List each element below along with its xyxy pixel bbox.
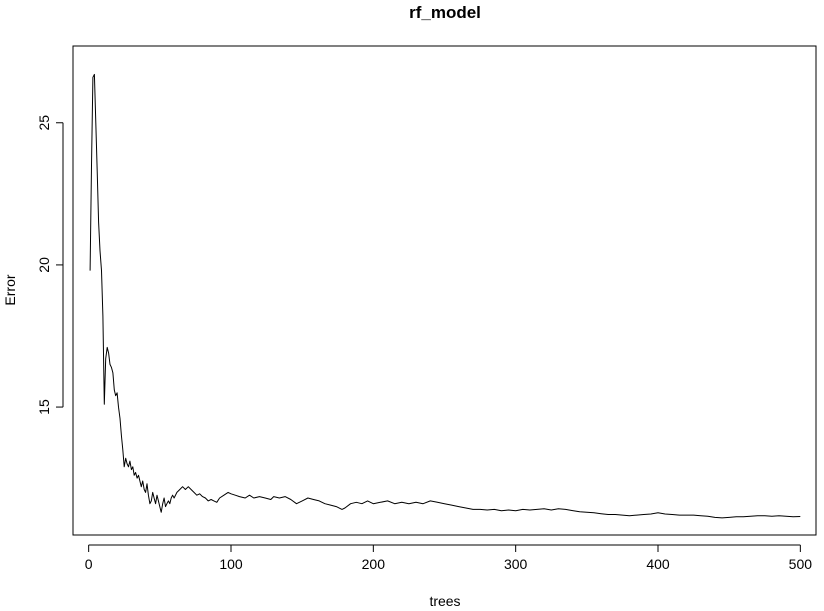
error-series-line [89,73,801,519]
x-axis-label: trees [429,593,460,609]
x-tick-label: 0 [85,556,93,572]
x-tick-label: 100 [219,556,243,572]
y-tick-label: 25 [36,115,52,131]
y-tick-label: 20 [36,257,52,273]
x-tick-label: 500 [789,556,813,572]
y-tick-label: 15 [36,399,52,415]
x-axis: 0 100 200 300 400 500 [85,544,813,572]
plot-frame [72,45,817,536]
chart-title: rf_model [409,3,481,22]
x-tick-label: 300 [504,556,528,572]
y-axis: 15 20 25 [36,115,64,415]
x-tick-label: 400 [646,556,670,572]
x-tick-label: 200 [362,556,386,572]
y-axis-label: Error [2,274,18,305]
